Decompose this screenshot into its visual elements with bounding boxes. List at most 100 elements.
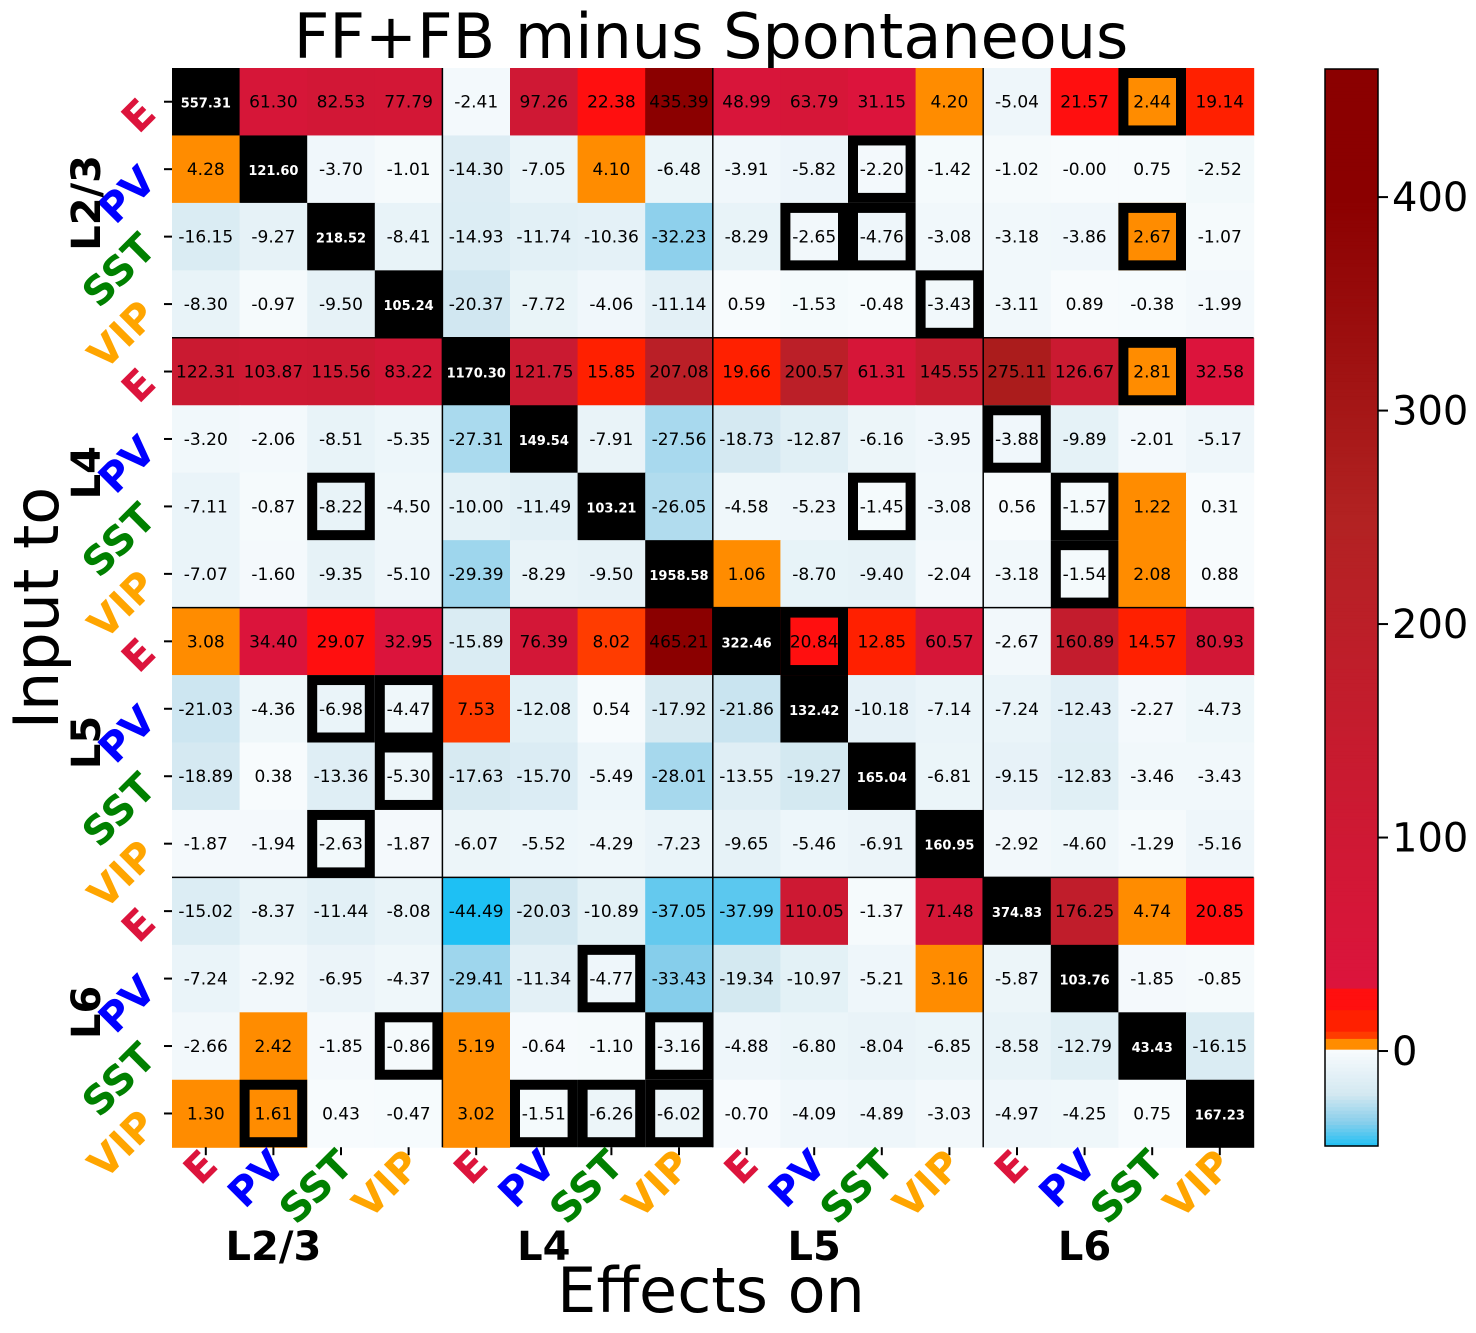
colorbar-segment: [1325, 144, 1378, 149]
heatmap-cell: [239, 472, 308, 541]
colorbar-segment: [1325, 241, 1378, 246]
colorbar-segment: [1325, 410, 1378, 415]
cell-value-label: 61.31: [857, 363, 906, 383]
cell-value-label: 0.54: [592, 700, 630, 720]
cell-value-label: -6.80: [792, 1037, 836, 1057]
heatmap-cell: [915, 135, 984, 204]
cell-value-label: -8.29: [725, 228, 769, 248]
cell-value-label: 465.21: [649, 632, 708, 652]
cell-value-label: 322.46: [722, 636, 772, 651]
colorbar-segment: [1325, 510, 1378, 515]
cell-value-label: 19.66: [722, 363, 771, 383]
heatmap-cell: [848, 135, 917, 204]
colorbar-segment: [1325, 1081, 1378, 1086]
colorbar-segment: [1325, 650, 1378, 655]
colorbar-segment: [1325, 919, 1378, 925]
colorbar-segment: [1325, 1013, 1378, 1018]
highlight-box: [915, 270, 984, 338]
cell-value-label: -9.50: [319, 295, 363, 315]
highlight-box: [1050, 540, 1119, 608]
cell-value-label: -4.60: [1063, 835, 1107, 855]
heatmap-cell: [1050, 809, 1119, 878]
heatmap-cell: [577, 202, 646, 271]
heatmap-cell: [1186, 270, 1255, 339]
cell-value-label: -28.01: [652, 767, 707, 787]
heatmap-cell: [712, 1079, 781, 1148]
colorbar-segment: [1325, 72, 1378, 77]
colorbar-segment: [1325, 273, 1378, 278]
heatmap-cell: [374, 202, 443, 271]
cell-value-label: -19.34: [719, 970, 774, 990]
heatmap-cell: [577, 68, 646, 137]
heatmap-cell: [307, 405, 376, 474]
colorbar-segment: [1325, 1038, 1378, 1043]
colorbar-segment: [1325, 966, 1378, 971]
cell-value-label: -26.05: [652, 497, 707, 517]
heatmap-cells: [172, 68, 1255, 1148]
colorbar-segment: [1325, 122, 1378, 128]
heatmap-cell: [442, 540, 511, 609]
heatmap-cell: [374, 877, 443, 946]
heatmap-cell: [1118, 202, 1187, 271]
colorbar-segment: [1325, 603, 1378, 609]
cell-value-label: -8.08: [387, 902, 431, 922]
heatmap-cell: [1050, 135, 1119, 204]
heatmap-cell: [780, 270, 849, 339]
heatmap-cell: [712, 337, 781, 406]
heatmap-cell: [915, 809, 984, 878]
heatmap-cell: [915, 405, 984, 474]
colorbar-segment: [1325, 399, 1378, 404]
heatmap-cell: [577, 944, 646, 1013]
highlight-box: [780, 202, 849, 271]
heatmap-cell: [1118, 809, 1187, 878]
cell-value-label: -1.01: [387, 160, 431, 180]
cell-value-label: -32.23: [652, 228, 707, 248]
colorbar-segment: [1325, 991, 1378, 996]
heatmap-cell: [1118, 944, 1187, 1013]
cell-value-label: -4.50: [387, 497, 431, 517]
heatmap-cell: [983, 270, 1052, 339]
colorbar-segment: [1325, 158, 1378, 163]
colorbar-segment: [1325, 962, 1378, 968]
cell-value-label: 20.84: [790, 632, 839, 652]
cell-value-label: -1.02: [995, 160, 1039, 180]
colorbar-segment: [1325, 392, 1378, 397]
colorbar-segment: [1325, 69, 1378, 74]
cell-value-label: -6.98: [319, 700, 363, 720]
heatmap-cell: [172, 675, 241, 744]
colorbar-segment: [1325, 1113, 1378, 1118]
colorbar-segment: [1325, 395, 1378, 400]
heatmap-cell: [172, 540, 241, 609]
colorbar-segment: [1325, 237, 1378, 242]
y-tick-label: VIP: [79, 562, 165, 648]
heatmap-cell: [1118, 337, 1187, 406]
heatmap-cell: [780, 472, 849, 541]
colorbar-segment: [1325, 381, 1378, 386]
heatmap-cell: [1050, 270, 1119, 339]
heatmap-cell: [712, 202, 781, 271]
cell-value-label: -4.58: [725, 497, 769, 517]
cell-value-label: -5.17: [1198, 430, 1242, 450]
heatmap-cell: [1186, 1079, 1255, 1148]
colorbar-segment: [1325, 873, 1378, 878]
heatmap-cell: [712, 270, 781, 339]
heatmap-cell: [780, 405, 849, 474]
colorbar-segment: [1325, 345, 1378, 350]
highlight-box: [848, 202, 916, 271]
colorbar-segment: [1325, 629, 1378, 634]
x-tick-label: SST: [812, 1141, 904, 1233]
cell-value-label: -3.70: [319, 160, 363, 180]
heatmap-cell: [1050, 607, 1119, 676]
cell-value-label: -6.07: [454, 835, 498, 855]
heatmap-cell: [848, 675, 917, 744]
cell-value-label: -0.00: [1063, 160, 1107, 180]
colorbar-segment: [1325, 690, 1378, 695]
heatmap-cell: [172, 809, 241, 878]
cell-value-label: 0.88: [1201, 565, 1239, 585]
colorbar-segment: [1325, 916, 1378, 921]
cell-value-label: -4.76: [860, 228, 904, 248]
heatmap-cell: [442, 472, 511, 541]
cell-value-label: -4.77: [589, 970, 633, 990]
heatmap-cell: [374, 135, 443, 204]
